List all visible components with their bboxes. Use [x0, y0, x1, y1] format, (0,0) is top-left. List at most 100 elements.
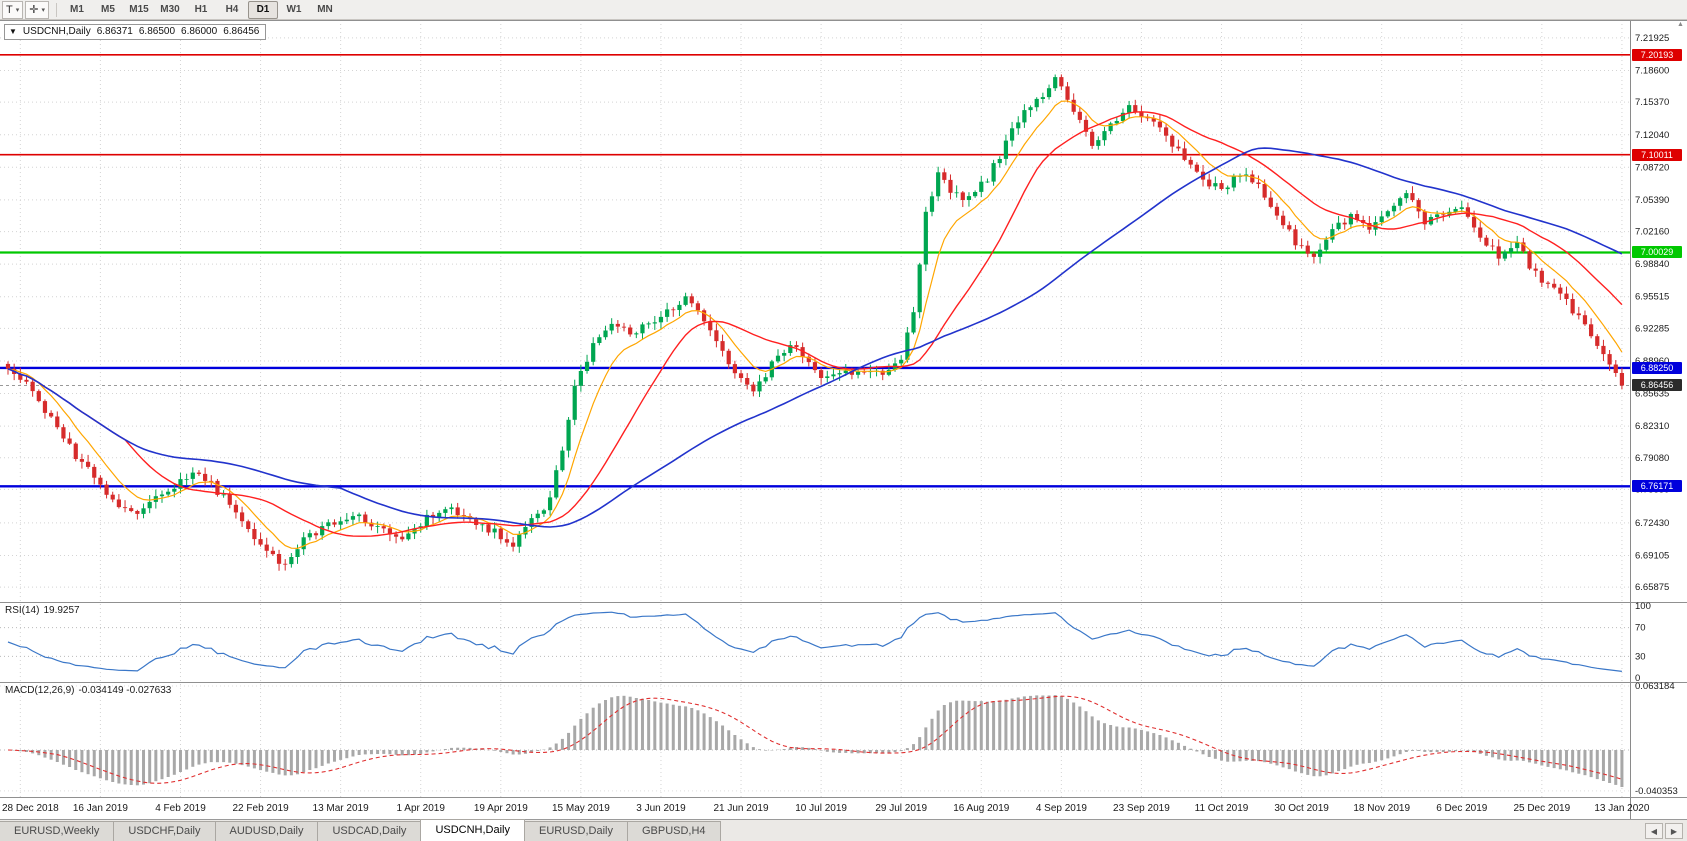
price-tag: 7.00029 — [1632, 246, 1682, 258]
candle-body — [1471, 216, 1477, 228]
candle-body — [141, 508, 146, 514]
price-axis-label: 6.92285 — [1635, 323, 1669, 334]
candle-body — [763, 377, 768, 382]
candle-body — [1102, 131, 1107, 141]
candle-body — [5, 363, 11, 369]
candle-body — [122, 507, 128, 509]
candle-body — [1188, 159, 1193, 165]
candle-body — [301, 537, 306, 550]
price-axis-label: 6.72430 — [1635, 518, 1669, 529]
candle-body — [61, 427, 66, 439]
text-tool-button[interactable]: T ▾ — [2, 0, 24, 19]
timeframe-button-m1[interactable]: M1 — [70, 4, 84, 15]
timeframe-button-m15[interactable]: M15 — [129, 4, 149, 15]
candle-body — [1558, 287, 1563, 294]
crosshair-icon: ✛ — [29, 4, 39, 16]
chart-background[interactable] — [0, 20, 1687, 819]
timeframe-button-h1[interactable]: H1 — [194, 4, 208, 15]
candle-body — [1398, 198, 1403, 206]
price-axis-label: 6.88960 — [1635, 356, 1669, 367]
candle-body — [18, 374, 23, 380]
candle-body — [591, 343, 596, 362]
tab-scroll-left-button[interactable]: ◀ — [1645, 823, 1663, 839]
candle-body — [985, 181, 990, 183]
candle-body — [363, 514, 368, 523]
candle-body — [85, 461, 91, 467]
candle-body — [1311, 253, 1317, 257]
candle-body — [646, 323, 651, 325]
candle-body — [1441, 214, 1446, 216]
candle-body — [1533, 268, 1538, 271]
timeframe-button-w1[interactable]: W1 — [286, 4, 302, 15]
candle-body — [1595, 336, 1600, 346]
candle-body — [812, 362, 818, 371]
candle-body — [264, 544, 269, 551]
candle-body — [1552, 283, 1557, 288]
candle-body — [979, 181, 984, 192]
candle-body — [147, 501, 152, 509]
candle-body — [406, 533, 411, 540]
symbol-tab-gbpusd-h4[interactable]: GBPUSD,H4 — [626, 821, 721, 841]
candle-body — [42, 401, 48, 413]
candle-body — [1521, 242, 1526, 252]
candle-body — [1293, 229, 1298, 246]
collapse-icon[interactable]: ▼ — [9, 27, 17, 36]
candle-body — [30, 381, 35, 392]
candle-body — [683, 296, 688, 305]
date-axis-label: 28 Dec 2018 — [2, 803, 59, 814]
candle-body — [1613, 364, 1618, 373]
candle-body — [1163, 127, 1169, 136]
candle-body — [344, 519, 349, 522]
symbol-tab-eurusd-daily[interactable]: EURUSD,Daily — [524, 821, 628, 841]
candle-body — [36, 391, 41, 402]
candle-body — [695, 303, 701, 311]
symbol-tab-usdcad-daily[interactable]: USDCAD,Daily — [317, 821, 422, 841]
scroll-up-icon[interactable]: ▲ — [1677, 21, 1684, 28]
candle-body — [381, 526, 386, 529]
crosshair-tool-button[interactable]: ✛ ▾ — [25, 0, 49, 19]
date-axis-label: 1 Apr 2019 — [397, 803, 446, 814]
candle-body — [529, 518, 534, 527]
candle-body — [1416, 200, 1421, 212]
candle-body — [973, 192, 978, 197]
candle-body — [110, 494, 115, 500]
candle-body — [295, 549, 300, 557]
candle-body — [332, 522, 337, 525]
candle-body — [1120, 112, 1126, 121]
rsi-axis-label: 100 — [1635, 601, 1651, 612]
candle-body — [1127, 105, 1132, 113]
price-tag: 6.88250 — [1632, 362, 1682, 374]
candle-body — [233, 504, 239, 513]
candle-body — [357, 514, 362, 517]
price-axis-label: 7.08720 — [1635, 162, 1669, 173]
macd-signal-line — [7, 695, 1623, 784]
timeframe-button-h4[interactable]: H4 — [225, 4, 239, 15]
symbol-tab-usdchf-daily[interactable]: USDCHF,Daily — [113, 821, 216, 841]
timeframe-button-d1[interactable]: D1 — [247, 0, 278, 19]
tab-scroll-buttons: ◀ ▶ — [1641, 823, 1687, 841]
candle-body — [1046, 88, 1052, 98]
candle-body — [794, 345, 799, 348]
tab-scroll-right-button[interactable]: ▶ — [1665, 823, 1683, 839]
candle-body — [437, 512, 442, 518]
candle-body — [954, 192, 959, 194]
candle-body — [1379, 216, 1384, 223]
candle-body — [486, 524, 491, 533]
candle-body — [615, 323, 620, 327]
candle-body — [1385, 211, 1390, 217]
candle-body — [899, 359, 904, 364]
candle-body — [258, 539, 263, 545]
symbol-tab-eurusd-weekly[interactable]: EURUSD,Weekly — [0, 821, 115, 841]
timeframe-button-m5[interactable]: M5 — [101, 4, 115, 15]
symbol-tab-audusd-daily[interactable]: AUDUSD,Daily — [214, 821, 319, 841]
symbol-tab-usdcnh-daily[interactable]: USDCNH,Daily — [420, 819, 525, 841]
ma-fast-line — [7, 100, 1623, 550]
candle-body — [511, 542, 516, 547]
timeframe-button-mn[interactable]: MN — [317, 4, 333, 15]
candle-body — [369, 522, 374, 527]
date-axis-label: 11 Oct 2019 — [1195, 803, 1249, 814]
timeframe-button-m30[interactable]: M30 — [160, 4, 180, 15]
candle-body — [1348, 214, 1353, 225]
